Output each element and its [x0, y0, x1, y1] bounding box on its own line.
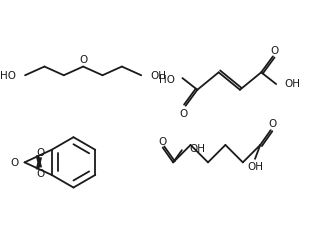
Text: OH: OH: [190, 144, 206, 153]
Text: HO: HO: [159, 75, 175, 85]
Text: OH: OH: [285, 79, 301, 89]
Text: O: O: [179, 108, 188, 118]
Text: O: O: [269, 119, 277, 129]
Text: O: O: [79, 54, 87, 64]
Text: O: O: [158, 136, 167, 146]
Text: O: O: [36, 168, 44, 178]
Text: O: O: [10, 158, 19, 168]
Text: OH: OH: [247, 161, 263, 171]
Text: O: O: [271, 45, 279, 55]
Text: HO: HO: [0, 71, 16, 81]
Text: O: O: [36, 148, 44, 158]
Text: OH: OH: [150, 71, 166, 81]
